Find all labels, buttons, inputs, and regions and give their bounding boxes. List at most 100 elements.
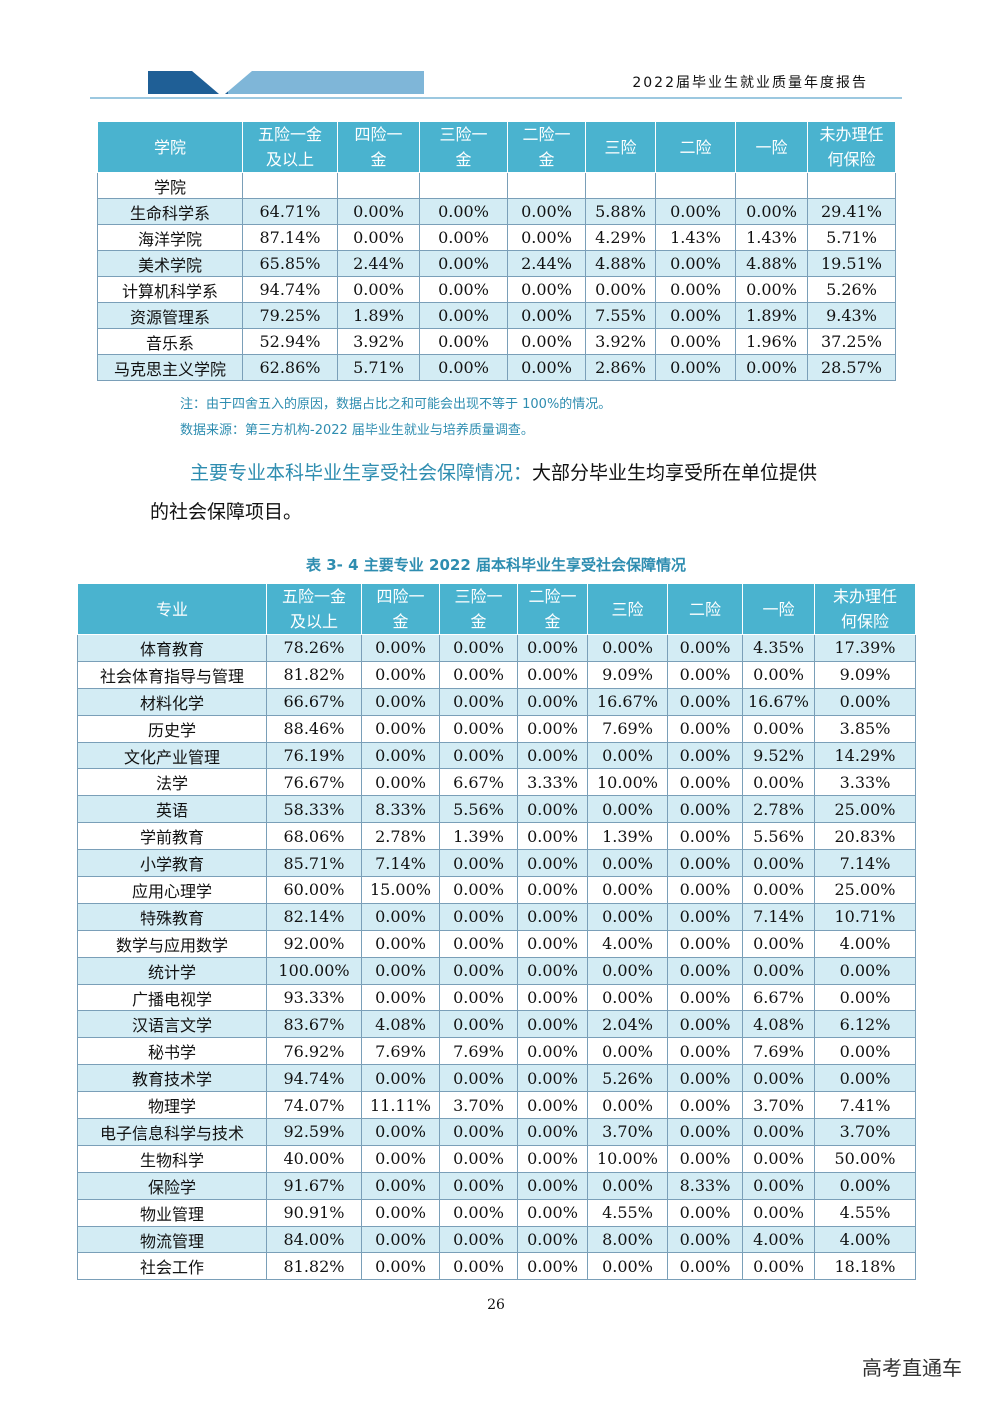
table-cell: 9.52% — [742, 741, 815, 770]
table-cell: 4.08% — [361, 1010, 440, 1039]
table-cell: 1.96% — [735, 328, 808, 355]
table-cell: 0.00% — [742, 1144, 815, 1173]
column-header: 未办理任 何保险 — [814, 583, 916, 635]
column-header: 三险 — [585, 121, 656, 173]
column-header: 二险 — [655, 121, 736, 173]
table-row: 教育技术学 94.74% 0.00% 0.00% 0.00% 5.26% 0.00% 0.00… — [77, 1064, 916, 1093]
table-cell: 0.00% — [517, 902, 588, 931]
table-cell: 0.00% — [439, 983, 518, 1012]
table-cell: 0.00% — [337, 198, 420, 225]
table-cell: 0.00% — [735, 198, 808, 225]
table-cell: 0.00% — [361, 1144, 440, 1173]
table-header-row: 学院 五险一金 及以上 四险一 金三险一 金二险一 金三险 二险 一险 未办理任 何保险 — [97, 121, 896, 173]
row-label: 秘书学 — [77, 1037, 267, 1066]
table-cell: 0.00% — [667, 741, 743, 770]
table-cell: 76.92% — [266, 1037, 362, 1066]
table-cell: 0.00% — [655, 276, 736, 303]
table-cell: 0.00% — [667, 1225, 743, 1254]
table-cell: 0.00% — [667, 822, 743, 851]
table-cell: 0.00% — [517, 822, 588, 851]
table-cell: 0.00% — [507, 276, 586, 303]
table-cell: 40.00% — [266, 1144, 362, 1173]
table-cell: 0.00% — [361, 1225, 440, 1254]
table-cell — [807, 172, 896, 199]
column-header: 五险一金 及以上 — [242, 121, 338, 173]
row-label: 电子信息科学与技术 — [77, 1118, 267, 1146]
table-cell: 0.00% — [667, 876, 743, 904]
table-cell: 0.00% — [814, 956, 916, 985]
table-cell: 0.00% — [439, 741, 518, 770]
table-cell: 0.00% — [742, 929, 815, 958]
table-cell: 0.00% — [814, 983, 916, 1012]
table-cell: 5.56% — [742, 822, 815, 851]
table-header-row: 专业 五险一金 及以上 四险一 金三险一 金二险一 金三险 二险 一险 未办理任 何保险 — [77, 583, 916, 635]
table-cell: 0.00% — [667, 1144, 743, 1173]
table-cell: 3.70% — [439, 1091, 518, 1120]
data-source-note: 数据来源：第三方机构-2022 届毕业生就业与培养质量调查。 — [180, 423, 534, 438]
table-cell: 81.82% — [266, 660, 362, 689]
column-header: 三险一 金 — [439, 583, 518, 635]
table-cell: 0.00% — [419, 250, 508, 277]
table-cell: 87.14% — [242, 224, 338, 251]
table-row: 物流管理 84.00% 0.00% 0.00% 0.00% 8.00% 0.00% 4.00%… — [77, 1225, 916, 1254]
table-cell: 1.39% — [587, 822, 668, 851]
table-cell: 4.29% — [585, 224, 656, 251]
table-cell: 14.29% — [814, 741, 916, 770]
row-label: 保险学 — [77, 1171, 267, 1200]
table-row: 生物科学 40.00% 0.00% 0.00% 0.00% 10.00% 0.00% 0.00… — [77, 1144, 916, 1173]
table-cell: 16.67% — [587, 687, 668, 716]
table-cell: 58.33% — [266, 795, 362, 824]
table-cell: 60.00% — [266, 876, 362, 904]
table-cell: 4.00% — [742, 1225, 815, 1254]
table-cell: 81.82% — [266, 1252, 362, 1281]
table-cell: 9.43% — [807, 302, 896, 329]
table-cell: 0.00% — [667, 634, 743, 662]
row-label: 社会体育指导与管理 — [77, 660, 267, 689]
table-cell: 0.00% — [667, 1037, 743, 1066]
row-label: 社会工作 — [77, 1252, 267, 1281]
table-cell: 4.35% — [742, 634, 815, 662]
header-divider — [90, 97, 902, 99]
table-cell: 0.00% — [439, 929, 518, 958]
table-row: 保险学 91.67% 0.00% 0.00% 0.00% 0.00% 8.33% 0.00% 0… — [77, 1171, 916, 1200]
table-cell: 6.12% — [814, 1010, 916, 1039]
table-cell: 76.67% — [266, 768, 362, 797]
table-cell: 0.00% — [667, 1118, 743, 1146]
table-cell: 5.26% — [807, 276, 896, 303]
row-label: 历史学 — [77, 714, 267, 743]
table-cell: 9.09% — [587, 660, 668, 689]
table-cell: 0.00% — [517, 687, 588, 716]
table-cell: 7.55% — [585, 302, 656, 329]
table-row: 特殊教育 82.14% 0.00% 0.00% 0.00% 0.00% 0.00% 7.14%… — [77, 902, 916, 931]
row-label: 应用心理学 — [77, 876, 267, 904]
table-cell: 78.26% — [266, 634, 362, 662]
table-cell: 0.00% — [655, 250, 736, 277]
table-cell: 7.69% — [439, 1037, 518, 1066]
paragraph-line-1: 主要专业本科毕业生享受社会保障情况：大部分毕业生均享受所在单位提供 — [150, 453, 870, 493]
table-row: 计算机科学系 94.74% 0.00% 0.00% 0.00% 0.00% 0.00% 0.0… — [97, 276, 896, 303]
table-cell: 9.09% — [814, 660, 916, 689]
table-cell: 3.70% — [814, 1118, 916, 1146]
row-label: 资源管理系 — [97, 302, 243, 329]
table-cell: 64.71% — [242, 198, 338, 225]
table-cell: 0.00% — [667, 1091, 743, 1120]
table-cell: 8.33% — [667, 1171, 743, 1200]
column-header: 一险 — [735, 121, 808, 173]
table-cell: 92.59% — [266, 1118, 362, 1146]
table-cell: 0.00% — [655, 354, 736, 381]
column-header: 三险 — [587, 583, 668, 635]
table-cell: 0.00% — [742, 849, 815, 878]
column-header: 二险一 金 — [507, 121, 586, 173]
table-cell: 18.18% — [814, 1252, 916, 1281]
table-cell: 0.00% — [439, 660, 518, 689]
table-cell: 0.00% — [517, 1171, 588, 1200]
table-cell: 0.00% — [587, 741, 668, 770]
table-cell: 0.00% — [361, 1118, 440, 1146]
row-label: 物业管理 — [77, 1198, 267, 1227]
column-header: 三险一 金 — [419, 121, 508, 173]
table-cell: 7.41% — [814, 1091, 916, 1120]
row-label: 音乐系 — [97, 328, 243, 355]
table-cell: 16.67% — [742, 687, 815, 716]
table-cell: 0.00% — [587, 983, 668, 1012]
table-cell: 76.19% — [266, 741, 362, 770]
